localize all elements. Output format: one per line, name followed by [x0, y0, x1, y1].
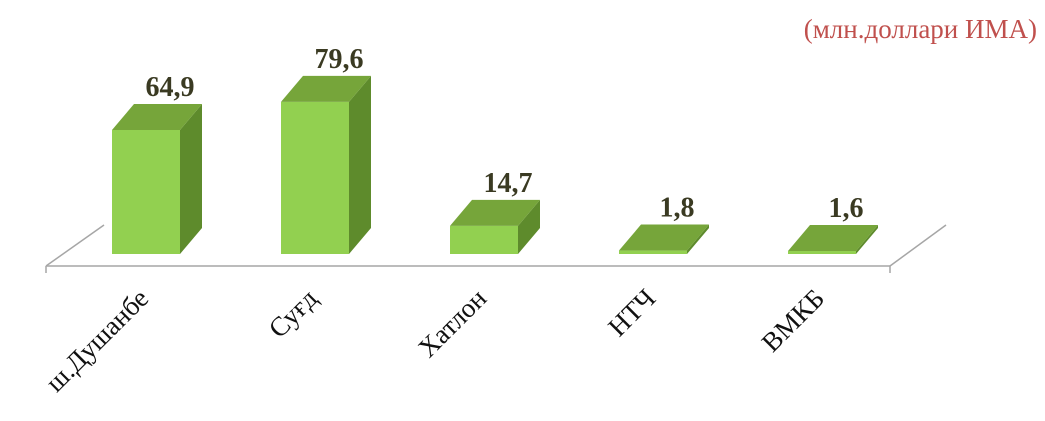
floor-left-edge: [45, 224, 105, 267]
bar-4: [619, 224, 709, 254]
category-label: НТЧ: [602, 283, 661, 342]
bar-5: [788, 224, 878, 254]
bar-front-face: [112, 130, 180, 254]
value-label: 14,7: [484, 168, 533, 199]
bar-top-face: [450, 199, 540, 226]
chart-floor: [45, 224, 947, 273]
bar-front-face: [619, 250, 687, 254]
category-labels: ш.Душанбе Суғд Хатлон НТЧ ВМКБ: [40, 283, 831, 398]
category-label: Хатлон: [412, 283, 492, 363]
unit-note: (млн.доллари ИМА): [803, 14, 1037, 44]
value-label: 1,8: [660, 193, 695, 224]
category-label: ш.Душанбе: [40, 283, 155, 398]
value-label: 79,6: [315, 44, 364, 75]
bar-side-face: [180, 104, 202, 254]
bar-side-face: [518, 199, 540, 254]
value-label: 1,6: [829, 193, 864, 224]
bar-side-face: [349, 75, 371, 254]
bar-1: [112, 104, 202, 254]
floor-right-edge: [889, 224, 947, 267]
category-label: Суғд: [263, 283, 324, 344]
category-label: ВМКБ: [756, 283, 831, 358]
bar-side-face: [687, 224, 709, 254]
bar-top-face: [619, 224, 709, 251]
bar-front-face: [281, 101, 349, 254]
chart-bars: [112, 75, 878, 254]
value-label: 64,9: [146, 72, 195, 103]
bar-front-face: [450, 225, 518, 254]
bar-front-face: [788, 250, 856, 254]
bar-top-face: [281, 75, 371, 102]
bar-top-face: [788, 224, 878, 251]
bar-3: [450, 199, 540, 254]
value-labels: 64,9 79,6 14,7 1,8 1,6: [146, 44, 864, 224]
bar-side-face: [856, 224, 878, 254]
bar-2: [281, 75, 371, 254]
bar-top-face: [112, 104, 202, 130]
